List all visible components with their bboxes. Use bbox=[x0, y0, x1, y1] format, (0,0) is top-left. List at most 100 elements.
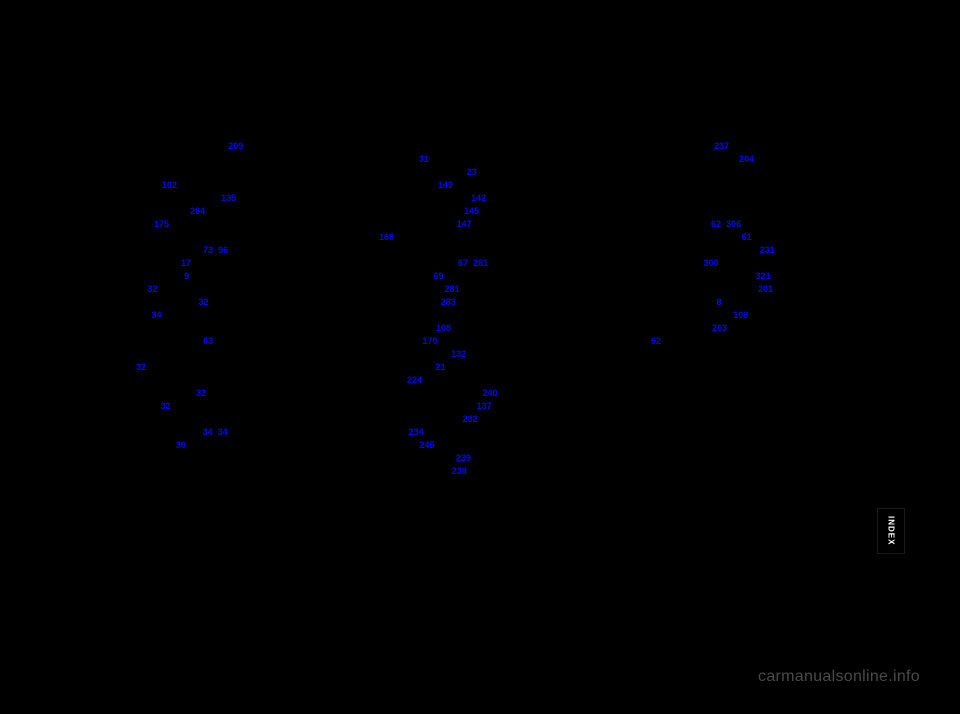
index-entry: Brightness Control, bbox=[624, 166, 880, 179]
index-entry: Wear Indicators .......... 238 bbox=[352, 465, 608, 478]
index-entry: Capacity, Fluid .......... 30 bbox=[80, 439, 336, 452]
index-page-link[interactable]: 17 bbox=[179, 257, 191, 270]
index-tab: INDEX bbox=[877, 508, 905, 554]
index-page-link[interactable]: 34, 34 bbox=[201, 426, 228, 439]
index-entry-label: Shift Lever Position bbox=[362, 166, 440, 179]
index-page-link[interactable]: 264 bbox=[188, 205, 205, 218]
index-page-link[interactable]: 300 bbox=[702, 257, 719, 270]
index-page-link[interactable]: 237 bbox=[712, 140, 729, 153]
index-page-link[interactable]: 170 bbox=[421, 335, 438, 348]
index-page-link[interactable]: 168 bbox=[377, 231, 394, 244]
index-page-link[interactable]: 234 bbox=[407, 426, 424, 439]
index-entry: Additives, Engine Oil .......... 264 bbox=[80, 205, 336, 218]
index-page-link[interactable]: 102 bbox=[160, 179, 177, 192]
index-page-link[interactable]: 108 bbox=[434, 322, 451, 335]
index-page-link[interactable]: 238 bbox=[450, 465, 467, 478]
index-entry-label: Indicator bbox=[372, 270, 407, 283]
index-entry: High-mount Brake Light .......... 321 bbox=[624, 270, 880, 283]
index-entry-label: Anti-theft Steering Column bbox=[80, 348, 186, 361]
index-entry-label: Shift Lock Release bbox=[362, 205, 437, 218]
index-page-link[interactable]: 281 bbox=[443, 283, 460, 296]
index-page-link[interactable]: 149 bbox=[436, 179, 453, 192]
index-leader-dots: .......... bbox=[176, 335, 201, 348]
index-page-link[interactable]: 32 bbox=[134, 361, 146, 374]
index-page-link[interactable]: 175 bbox=[152, 218, 169, 231]
index-page-link[interactable]: 21 bbox=[434, 361, 446, 374]
index-leader-dots: .......... bbox=[690, 296, 715, 309]
index-page-link[interactable]: 61 bbox=[740, 231, 752, 244]
index-page-link[interactable]: 232 bbox=[461, 413, 478, 426]
index-entry: Maintenance .......... 283 bbox=[352, 296, 608, 309]
index-entry-label: Accessory Power Sockets bbox=[90, 192, 194, 205]
index-page-link[interactable]: 239 bbox=[454, 452, 471, 465]
index-page-link[interactable]: 108 bbox=[731, 309, 748, 322]
index-page-link[interactable]: 240 bbox=[481, 387, 498, 400]
index-entry: Brights, Headlights bbox=[624, 192, 880, 205]
index-entry-label: System Indicator bbox=[362, 452, 429, 465]
index-page-link[interactable]: 63 bbox=[201, 335, 213, 348]
index-page-link[interactable]: 224 bbox=[405, 374, 422, 387]
index-page-link[interactable]: 32 bbox=[194, 387, 206, 400]
index-page-link[interactable]: 31 bbox=[417, 153, 429, 166]
index-page-link[interactable]: 30 bbox=[174, 439, 186, 452]
index-entry-label: Before Driving bbox=[352, 322, 409, 335]
index-page-link[interactable]: 137 bbox=[475, 400, 492, 413]
index-page-link[interactable]: 145 bbox=[462, 205, 479, 218]
index-page-link[interactable]: 283 bbox=[439, 296, 456, 309]
index-leader-dots: .......... bbox=[677, 257, 702, 270]
index-entry: Break-in, New Linings .......... 137 bbox=[352, 400, 608, 413]
index-entry: Accessories bbox=[80, 153, 336, 166]
index-page-link[interactable]: 245 bbox=[418, 439, 435, 452]
index-page-link[interactable]: 32 bbox=[146, 283, 158, 296]
watermark: carmanualsonline.info bbox=[758, 668, 920, 686]
index-entry: Anti-lock Brakes (ABS) .......... 32 bbox=[80, 296, 336, 309]
index-page-link[interactable]: 8 bbox=[715, 296, 722, 309]
index-page-link[interactable]: 142 bbox=[469, 192, 486, 205]
index-page-link[interactable]: 73, 96 bbox=[201, 244, 228, 257]
index-entry-label: Anti-lock Brakes (ABS) bbox=[80, 296, 172, 309]
index-page-link[interactable]: 231 bbox=[758, 244, 775, 257]
index-entry: Audio System bbox=[80, 374, 336, 387]
index-entry-label: Headlights bbox=[634, 257, 677, 270]
index-page-link[interactable]: 69 bbox=[432, 270, 444, 283]
index-entry-label: Position) bbox=[100, 179, 135, 192]
index-page-link[interactable]: 9 bbox=[182, 270, 189, 283]
index-entry-label: Brightness Control, bbox=[624, 166, 701, 179]
index-entry: Automatic Seat Belt .......... 32 bbox=[80, 387, 336, 400]
index-leader-dots: .......... bbox=[125, 309, 150, 322]
index-page-link[interactable]: 52 bbox=[649, 335, 661, 348]
index-entry-label: Bulb Replacement bbox=[624, 205, 698, 218]
index-entry: Booster Seats .......... 21 bbox=[352, 361, 608, 374]
index-entry: Automatic Transmission .......... 34, 34 bbox=[80, 426, 336, 439]
index-entry: Fluid .......... 234 bbox=[352, 426, 608, 439]
index-page-link[interactable]: 321 bbox=[754, 270, 771, 283]
index-entry-label: Air Pressure, Tires bbox=[80, 257, 154, 270]
index-page-link[interactable]: 209 bbox=[226, 140, 243, 153]
index-page-link[interactable]: 147 bbox=[455, 218, 472, 231]
index-entry: Position) .......... 102 bbox=[80, 179, 336, 192]
index-page-link[interactable]: 203 bbox=[710, 322, 727, 335]
index-leader-dots: .......... bbox=[176, 426, 201, 439]
index-column-1: Accessories and Modifications ..........… bbox=[80, 140, 336, 478]
index-page-link[interactable]: 23 bbox=[465, 166, 477, 179]
index-page-link[interactable]: 204 bbox=[737, 153, 754, 166]
index-entry-label: Anti-theft, Audio System bbox=[80, 335, 176, 348]
index-entry: Rear Side Marker Lights .......... 201 bbox=[624, 283, 880, 296]
index-entry-label: Lock bbox=[90, 361, 109, 374]
index-page-link[interactable]: 34 bbox=[150, 309, 162, 322]
index-leader-dots: .......... bbox=[201, 140, 226, 153]
index-page-link[interactable]: 67, 281 bbox=[456, 257, 488, 270]
index-page-link[interactable]: 32 bbox=[197, 296, 209, 309]
index-leader-dots: .......... bbox=[436, 413, 461, 426]
index-page-link[interactable]: 132 bbox=[449, 348, 466, 361]
index-page-link[interactable]: 62, 306 bbox=[709, 218, 741, 231]
index-leader-dots: .......... bbox=[352, 231, 377, 244]
index-entry: Anti-theft, Audio System .......... 63 bbox=[80, 335, 336, 348]
index-leader-dots: .......... bbox=[444, 192, 469, 205]
index-leader-dots: .......... bbox=[414, 296, 439, 309]
index-page-link[interactable]: 32 bbox=[159, 400, 171, 413]
index-page-link[interactable]: 135 bbox=[219, 192, 236, 205]
index-page: Accessories and Modifications ..........… bbox=[80, 140, 880, 478]
index-entry-label: Bulbs, Halogen bbox=[624, 322, 685, 335]
index-page-link[interactable]: 201 bbox=[756, 283, 773, 296]
